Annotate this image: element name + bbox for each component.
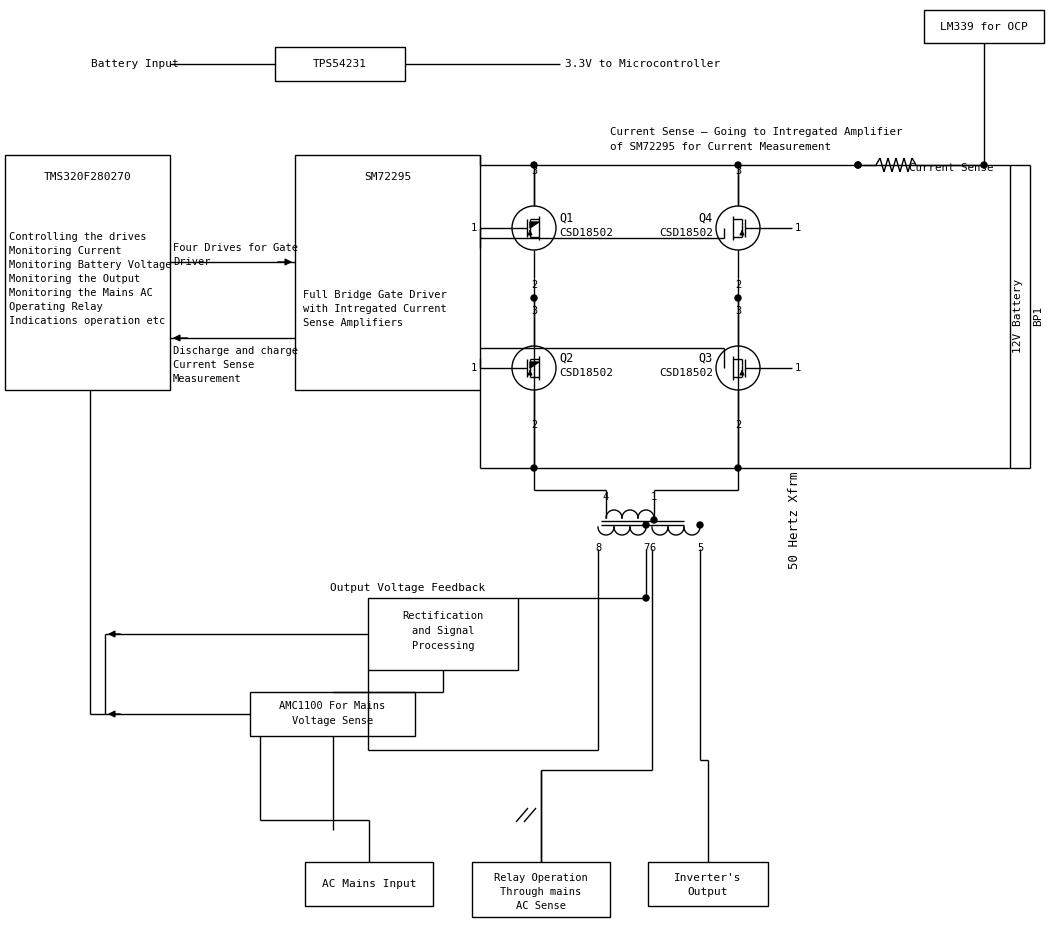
Text: 2: 2 [735, 280, 741, 290]
Text: Full Bridge Gate Driver: Full Bridge Gate Driver [303, 290, 447, 300]
Bar [275, 47, 406, 81]
Text: 8: 8 [595, 543, 601, 553]
Text: CSD18502: CSD18502 [559, 368, 612, 378]
Text: Monitoring the Mains AC: Monitoring the Mains AC [10, 288, 153, 298]
Text: 1: 1 [795, 223, 802, 233]
Bar [472, 862, 610, 917]
Circle shape [697, 522, 703, 528]
Text: 1: 1 [471, 223, 477, 233]
Text: 6: 6 [648, 543, 655, 553]
Text: Rectification: Rectification [402, 611, 484, 621]
Text: Driver: Driver [173, 257, 210, 267]
Text: Processing: Processing [412, 641, 474, 651]
Text: AC Sense: AC Sense [516, 901, 566, 911]
Circle shape [650, 517, 657, 523]
Text: 3: 3 [531, 166, 538, 176]
Text: Through mains: Through mains [501, 887, 582, 897]
Circle shape [735, 295, 741, 301]
Bar [648, 862, 768, 906]
Text: Controlling the drives: Controlling the drives [10, 232, 147, 242]
Text: Monitoring Current: Monitoring Current [10, 246, 121, 256]
Text: Current Sense: Current Sense [173, 360, 254, 370]
Text: Output Voltage Feedback: Output Voltage Feedback [329, 583, 486, 593]
Text: TMS320F280270: TMS320F280270 [43, 172, 131, 182]
Bar [5, 155, 170, 390]
Polygon shape [530, 362, 539, 368]
Circle shape [855, 162, 861, 168]
Circle shape [531, 465, 538, 471]
Circle shape [855, 162, 861, 168]
Text: 7: 7 [643, 543, 649, 553]
Circle shape [981, 162, 987, 168]
Text: 1: 1 [650, 492, 657, 502]
Text: TPS54231: TPS54231 [313, 59, 367, 69]
Text: 50 Hertz Xfrm: 50 Hertz Xfrm [789, 471, 802, 568]
Circle shape [531, 295, 538, 301]
Bar [250, 692, 415, 736]
Text: 5: 5 [697, 543, 703, 553]
Text: AMC1100 For Mains: AMC1100 For Mains [280, 701, 385, 711]
Bar [305, 862, 433, 906]
Text: Q1: Q1 [559, 211, 573, 225]
Text: Current Sense: Current Sense [909, 163, 994, 173]
Circle shape [643, 522, 649, 528]
Text: Q3: Q3 [699, 351, 713, 364]
Text: AC Mains Input: AC Mains Input [322, 879, 416, 889]
Circle shape [531, 162, 538, 168]
Text: Battery Input: Battery Input [91, 59, 178, 69]
Text: 2: 2 [531, 280, 538, 290]
Text: Q2: Q2 [559, 351, 573, 364]
Text: Relay Operation: Relay Operation [494, 873, 588, 883]
Text: Four Drives for Gate: Four Drives for Gate [173, 243, 298, 253]
Bar [295, 155, 480, 390]
Bar [367, 598, 518, 670]
Text: SM72295: SM72295 [364, 172, 411, 182]
Text: 2: 2 [735, 420, 741, 430]
Text: with Intregated Current: with Intregated Current [303, 304, 447, 314]
Circle shape [643, 595, 649, 601]
Text: 2: 2 [531, 420, 538, 430]
Text: Discharge and charge: Discharge and charge [173, 346, 298, 356]
Text: 3.3V to Microcontroller: 3.3V to Microcontroller [565, 59, 720, 69]
Text: Monitoring Battery Voltage: Monitoring Battery Voltage [10, 260, 171, 270]
Circle shape [735, 465, 741, 471]
Text: Measurement: Measurement [173, 374, 242, 384]
Text: of SM72295 for Current Measurement: of SM72295 for Current Measurement [610, 142, 831, 152]
Text: Current Sense – Going to Intregated Amplifier: Current Sense – Going to Intregated Ampl… [610, 127, 903, 137]
Text: LM339 for OCP: LM339 for OCP [940, 22, 1027, 31]
Text: 3: 3 [735, 166, 741, 176]
Text: Inverter's: Inverter's [674, 873, 741, 883]
Text: CSD18502: CSD18502 [659, 228, 713, 238]
Text: 12V Battery: 12V Battery [1013, 278, 1023, 353]
Text: BP1: BP1 [1033, 306, 1043, 326]
Text: Monitoring the Output: Monitoring the Output [10, 274, 140, 284]
Polygon shape [530, 222, 539, 228]
Circle shape [735, 162, 741, 168]
Text: Sense Amplifiers: Sense Amplifiers [303, 318, 403, 328]
Text: and Signal: and Signal [412, 626, 474, 636]
Text: Operating Relay: Operating Relay [10, 302, 102, 312]
Bar [924, 10, 1044, 43]
Text: Q4: Q4 [699, 211, 713, 225]
Text: CSD18502: CSD18502 [559, 228, 612, 238]
Text: CSD18502: CSD18502 [659, 368, 713, 378]
Text: 4: 4 [603, 492, 609, 502]
Text: Output: Output [687, 887, 729, 897]
Text: 3: 3 [531, 306, 538, 316]
Text: 3: 3 [735, 306, 741, 316]
Text: Indications operation etc: Indications operation etc [10, 316, 165, 326]
Text: Voltage Sense: Voltage Sense [291, 716, 373, 726]
Text: 1: 1 [795, 363, 802, 373]
Text: 1: 1 [471, 363, 477, 373]
